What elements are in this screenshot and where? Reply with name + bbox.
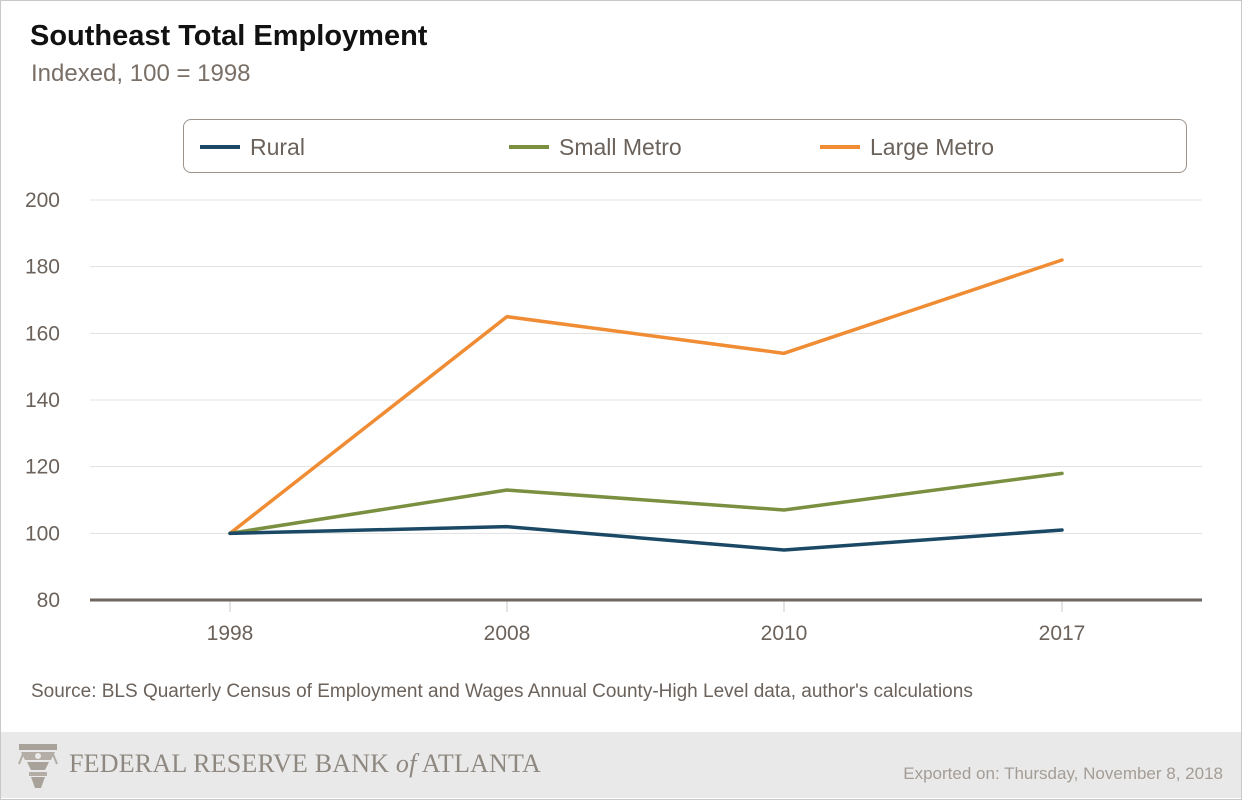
y-tick-label-140: 140 — [25, 389, 60, 412]
source-note: Source: BLS Quarterly Census of Employme… — [31, 681, 973, 702]
x-tick-label-2017: 2017 — [1039, 622, 1086, 645]
legend-swatch-rural — [200, 145, 240, 149]
y-tick-label-80: 80 — [37, 589, 60, 612]
y-tick-label-200: 200 — [25, 189, 60, 212]
y-tick-label-160: 160 — [25, 322, 60, 345]
series-line-large-metro — [228, 258, 1064, 536]
legend-label-large-metro: Large Metro — [870, 133, 995, 160]
x-tick-label-2010: 2010 — [761, 622, 808, 645]
legend-item-large-metro[interactable]: Large Metro — [820, 134, 994, 160]
y-tick-label-120: 120 — [25, 456, 60, 479]
bank-name: FEDERAL RESERVE BANK of ATLANTA — [69, 749, 541, 778]
series-line-small-metro — [228, 471, 1064, 536]
legend: Rural Small Metro Large Metro — [183, 119, 1187, 173]
legend-label-rural: Rural — [250, 133, 305, 160]
x-tick-label-2008: 2008 — [484, 622, 531, 645]
fed-eagle-logo-icon — [18, 744, 58, 788]
legend-label-small-metro: Small Metro — [559, 133, 682, 160]
y-tick-label-180: 180 — [25, 256, 60, 279]
legend-item-small-metro[interactable]: Small Metro — [509, 134, 682, 160]
x-tick-label-1998: 1998 — [207, 622, 254, 645]
chart-title: Southeast Total Employment — [30, 20, 428, 52]
line-chart: 80 100 120 140 160 180 200 1998 2008 2010 2017 — [25, 189, 1202, 645]
series-line-rural — [228, 524, 1064, 552]
legend-item-rural[interactable]: Rural — [200, 134, 305, 160]
legend-swatch-large-metro — [820, 145, 860, 149]
chart-subtitle: Indexed, 100 = 1998 — [31, 60, 251, 87]
legend-swatch-small-metro — [509, 145, 549, 149]
y-tick-label-100: 100 — [25, 522, 60, 545]
exported-date: Exported on: Thursday, November 8, 2018 — [903, 764, 1223, 783]
footer-bar: FEDERAL RESERVE BANK of ATLANTA Exported… — [1, 732, 1241, 798]
